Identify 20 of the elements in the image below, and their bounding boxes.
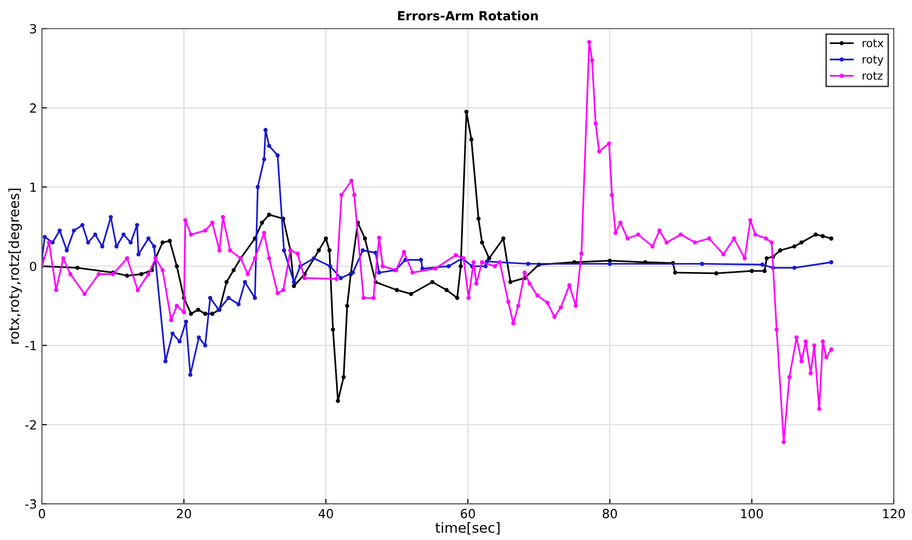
y-tick-label: 0	[30, 262, 36, 272]
legend-label: rotz	[862, 72, 883, 80]
x-axis-title: time[sec]	[435, 522, 500, 535]
x-tick-label: 40	[318, 508, 334, 518]
x-tick-label: 80	[602, 508, 617, 518]
y-tick-label: 3	[30, 24, 36, 34]
y-tick-label: -2	[25, 420, 36, 430]
legend-label: roty	[862, 56, 884, 66]
y-tick-label: 1	[30, 182, 36, 192]
x-tick-label: 120	[883, 508, 905, 518]
y-tick-label: 2	[30, 103, 36, 113]
chart-title: Errors-Arm Rotation	[398, 10, 538, 20]
y-tick-label: -1	[25, 341, 36, 350]
x-tick-label: 20	[176, 508, 192, 518]
y-axis-title: rotx,roty,rotz[degrees]	[8, 188, 22, 344]
x-tick-label: 60	[460, 508, 475, 518]
x-tick-label: 100	[741, 508, 763, 518]
legend-label: rotx	[862, 39, 884, 48]
y-tick-label: -3	[25, 499, 36, 509]
x-tick-label: 0	[38, 508, 46, 518]
